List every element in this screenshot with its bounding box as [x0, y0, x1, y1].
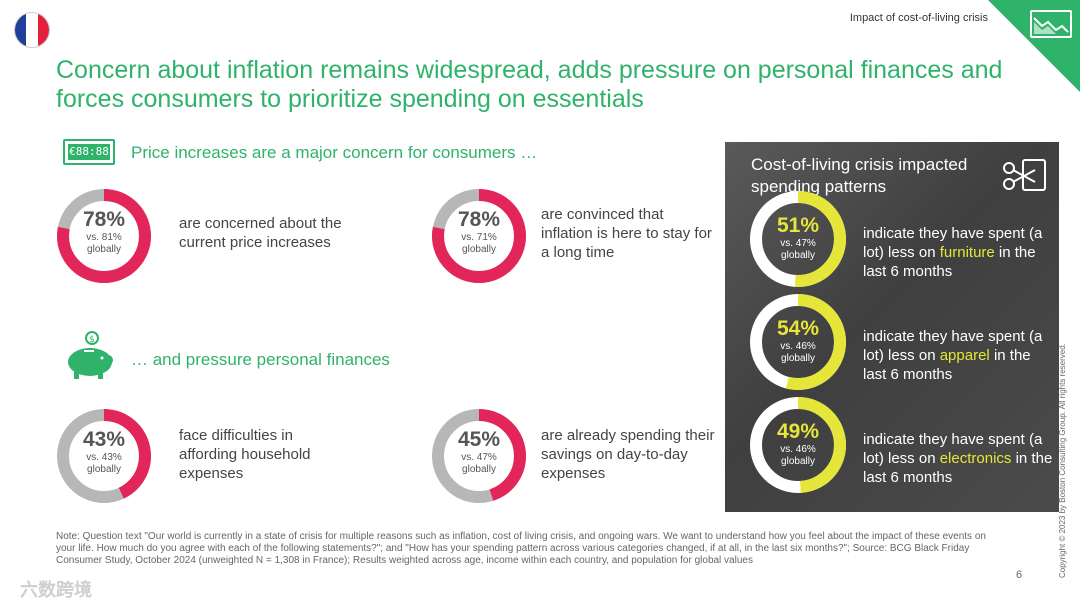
donut-chart	[750, 191, 846, 287]
flag-stripe-red	[37, 13, 49, 47]
stat-text-inflation-stay: are convinced that inflation is here to …	[541, 206, 712, 261]
donut-arc	[750, 191, 846, 287]
panel-title: Cost-of-living crisis impacted spending …	[751, 155, 968, 196]
donut-comparison: vs. 46%	[780, 341, 816, 352]
donut-value: 45%	[457, 428, 501, 451]
donut-value: 43%	[82, 428, 126, 451]
flag-stripe-blue	[15, 13, 27, 47]
panel-category: electronics	[939, 450, 1012, 467]
panel-text-furniture: indicate they have spent (a lot) less on…	[863, 224, 1053, 281]
page-title: Concern about inflation remains widespre…	[56, 56, 1003, 113]
donut-comparison-label: globally	[462, 464, 496, 475]
donut-comparison-label: globally	[781, 250, 815, 261]
panel-text-before: indicate they have spent (a lot) less on	[863, 431, 1043, 467]
donut-price-concern: 78% vs. 81% globally	[56, 188, 152, 284]
donut-chart	[57, 189, 151, 283]
spending-patterns-panel: Cost-of-living crisis impacted spending …	[725, 142, 1059, 512]
flag-stripe-white	[26, 13, 38, 47]
donut-arc	[750, 294, 846, 390]
donut-comparison-label: globally	[87, 464, 121, 475]
panel-text-before: indicate they have spent (a lot) less on	[863, 328, 1043, 364]
donut-electronics: 49% vs. 46% globally	[749, 396, 847, 494]
donut-comparison: vs. 47%	[780, 238, 816, 249]
panel-text-before: indicate they have spent (a lot) less on	[863, 225, 1043, 261]
donut-chart	[750, 294, 846, 390]
donut-comparison: vs. 71%	[461, 232, 497, 243]
donut-value: 51%	[776, 214, 820, 237]
donut-comparison-label: globally	[462, 244, 496, 255]
donut-savings: 45% vs. 47% globally	[431, 408, 527, 504]
donut-arc	[57, 189, 151, 283]
donut-household-expenses: 43% vs. 43% globally	[56, 408, 152, 504]
donut-comparison: vs. 81%	[86, 232, 122, 243]
panel-category: furniture	[939, 244, 995, 261]
stat-text-savings: are already spending their savings on da…	[541, 427, 715, 482]
donut-comparison-label: globally	[781, 456, 815, 467]
section-label: Impact of cost-of-living crisis	[849, 12, 988, 24]
corner-decoration	[988, 0, 1080, 92]
donut-value: 78%	[457, 208, 501, 231]
price-display-icon: €88:88	[63, 139, 115, 165]
donut-value: 49%	[776, 420, 820, 443]
copyright: Copyright © 2023 by Boston Consulting Gr…	[1058, 343, 1067, 578]
stat-text-household-expenses: face difficulties in affording household…	[179, 427, 311, 482]
section-heading-price-concern: Price increases are a major concern for …	[131, 143, 538, 162]
footnote: Note: Question text "Our world is curren…	[56, 531, 986, 566]
donut-chart	[750, 397, 846, 493]
stat-text-price-concern: are concerned about the current price in…	[179, 215, 342, 251]
donut-comparison: vs. 43%	[86, 452, 122, 463]
donut-comparison: vs. 47%	[461, 452, 497, 463]
donut-arc	[432, 409, 526, 503]
donut-inflation-stay: 78% vs. 71% globally	[431, 188, 527, 284]
panel-text-after: in the last 6 months	[863, 244, 1036, 280]
donut-chart	[432, 189, 526, 283]
donut-apparel: 54% vs. 46% globally	[749, 293, 847, 391]
donut-comparison-label: globally	[781, 353, 815, 364]
svg-text:$: $	[89, 335, 95, 345]
panel-text-after: in the last 6 months	[863, 347, 1031, 383]
donut-value: 54%	[776, 317, 820, 340]
panel-text-apparel: indicate they have spent (a lot) less on…	[863, 327, 1053, 384]
donut-comparison-label: globally	[87, 244, 121, 255]
donut-arc	[57, 409, 151, 503]
donut-chart	[57, 409, 151, 503]
scissors-card-icon	[1001, 156, 1049, 196]
panel-category: apparel	[939, 347, 990, 364]
section-heading-personal-finances: … and pressure personal finances	[131, 350, 390, 369]
france-flag-icon	[14, 12, 50, 48]
piggy-bank-icon: $	[62, 330, 118, 382]
donut-furniture: 51% vs. 47% globally	[749, 190, 847, 288]
declining-chart-icon	[1030, 10, 1072, 38]
panel-text-after: in the last 6 months	[863, 450, 1053, 486]
watermark: 六数跨境	[20, 580, 92, 600]
donut-arc	[432, 189, 526, 283]
page-number: 6	[1016, 569, 1023, 581]
donut-chart	[432, 409, 526, 503]
donut-comparison: vs. 46%	[780, 444, 816, 455]
donut-value: 78%	[82, 208, 126, 231]
donut-arc	[750, 397, 846, 493]
panel-text-electronics: indicate they have spent (a lot) less on…	[863, 430, 1053, 487]
